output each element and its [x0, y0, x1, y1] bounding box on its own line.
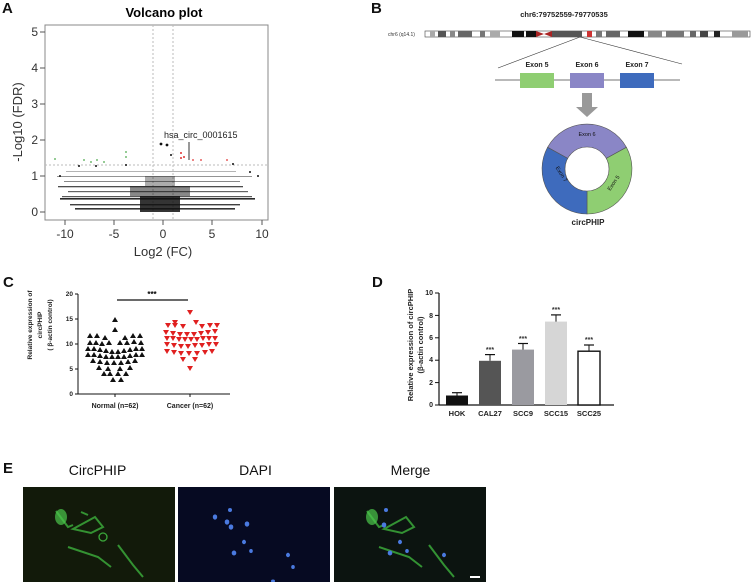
d-ytick-8: 8 [429, 313, 433, 320]
exon6-label: Exon 6 [576, 62, 599, 69]
c-ylabel-1: Relative expression of [27, 290, 34, 360]
y-tick-3: 3 [31, 97, 38, 111]
y-tick-4: 4 [31, 61, 38, 75]
chromosome-ideogram [424, 30, 751, 38]
c-significance: *** [147, 290, 157, 299]
y-tick-1: 1 [31, 169, 38, 183]
circphip-image [23, 487, 175, 582]
panel-b-letter: B [371, 0, 382, 17]
d-ytick-2: 2 [429, 380, 433, 387]
d-sig-scc15: *** [552, 307, 560, 314]
c-ylabel-3: ( β-actin control) [47, 299, 54, 350]
circ-rna-ring [541, 123, 633, 215]
d-ylabel-2: (β-actin control) [416, 316, 425, 374]
volcano-plot: Volcano plot 0 1 2 3 4 5 -10 -5 0 5 10 L… [10, 5, 269, 259]
exon5-label: Exon 5 [526, 62, 549, 69]
exon7-label: Exon 7 [626, 62, 649, 69]
cancer-points [163, 310, 220, 371]
x-axis-label: Log2 (FC) [134, 244, 193, 259]
volcano-down-points [54, 151, 127, 163]
cell-line-bar-chart-ext: *** SCC25 [576, 337, 614, 418]
panel-c-letter: C [3, 274, 14, 291]
normal-points [85, 317, 145, 382]
c-ytick-5: 5 [69, 366, 73, 373]
d-cat-scc15: SCC15 [544, 409, 568, 418]
exon6-box [570, 73, 604, 88]
c-ytick-20: 20 [66, 291, 74, 298]
c-ytick-15: 15 [66, 316, 74, 323]
x-tick-neg5: -5 [109, 227, 120, 241]
y-axis-label: -Log10 (FDR) [10, 82, 25, 161]
volcano-title: Volcano plot [125, 5, 203, 20]
d-ytick-0: 0 [429, 402, 433, 409]
down-arrow-icon [576, 93, 598, 117]
y-tick-2: 2 [31, 133, 38, 147]
exon7-box [620, 73, 654, 88]
d-sig-scc9: *** [519, 336, 527, 343]
d-ylabel-1: Relative expression of circPHIP [406, 289, 415, 402]
d-sig-cal27: *** [486, 347, 494, 354]
x-tick-neg10: -10 [56, 227, 74, 241]
d-ytick-10: 10 [425, 290, 433, 297]
panel-a-letter: A [2, 0, 13, 17]
c-group-normal: Normal (n=62) [92, 403, 139, 410]
e-title-merge: Merge [390, 462, 431, 478]
y-tick-5: 5 [31, 25, 38, 39]
e-title-dapi: DAPI [239, 462, 272, 478]
d-ytick-6: 6 [429, 335, 433, 342]
x-tick-5: 5 [209, 227, 216, 241]
d-sig-scc25: *** [585, 337, 593, 344]
c-group-cancer: Cancer (n=62) [167, 403, 214, 410]
exon5-box [520, 73, 554, 88]
circ-name: circPHIP [572, 218, 606, 227]
merge-image [334, 487, 486, 582]
e-title-circphip: CircPHIP [68, 462, 127, 478]
circ-structure-diagram: chr6:79752559-79770535 chr6 (q14.1) Exon… [388, 10, 751, 227]
expression-dot-plot: Relative expression of circPHIP ( β-acti… [27, 290, 230, 410]
y-tick-0: 0 [31, 205, 38, 219]
annotation-label: hsa_circ_0001615 [164, 130, 238, 140]
panel-d-letter: D [372, 274, 383, 291]
c-ytick-10: 10 [66, 341, 74, 348]
d-cat-hok: HOK [449, 409, 466, 418]
x-tick-10: 10 [255, 227, 269, 241]
x-tick-0: 0 [160, 227, 167, 241]
locus-label: chr6:79752559-79770535 [520, 10, 608, 19]
panel-e-letter: E [3, 460, 14, 477]
d-cat-scc25: SCC25 [577, 409, 601, 418]
volcano-up-points [180, 152, 228, 161]
d-cat-scc9: SCC9 [513, 409, 533, 418]
d-ytick-4: 4 [429, 357, 433, 364]
plot-frame [44, 24, 269, 221]
ring-exon6-label: Exon 6 [578, 132, 595, 138]
d-cat-cal27: CAL27 [478, 409, 502, 418]
volcano-points [57, 142, 259, 212]
chrom-label: chr6 (q14.1) [388, 32, 415, 38]
scale-bar [470, 576, 480, 578]
c-ylabel-2: circPHIP [37, 311, 44, 338]
c-ytick-0: 0 [69, 391, 73, 398]
dapi-image [178, 487, 330, 582]
bars [446, 314, 567, 405]
cell-line-bar-chart: Relative expression of circPHIP (β-actin… [406, 289, 576, 418]
